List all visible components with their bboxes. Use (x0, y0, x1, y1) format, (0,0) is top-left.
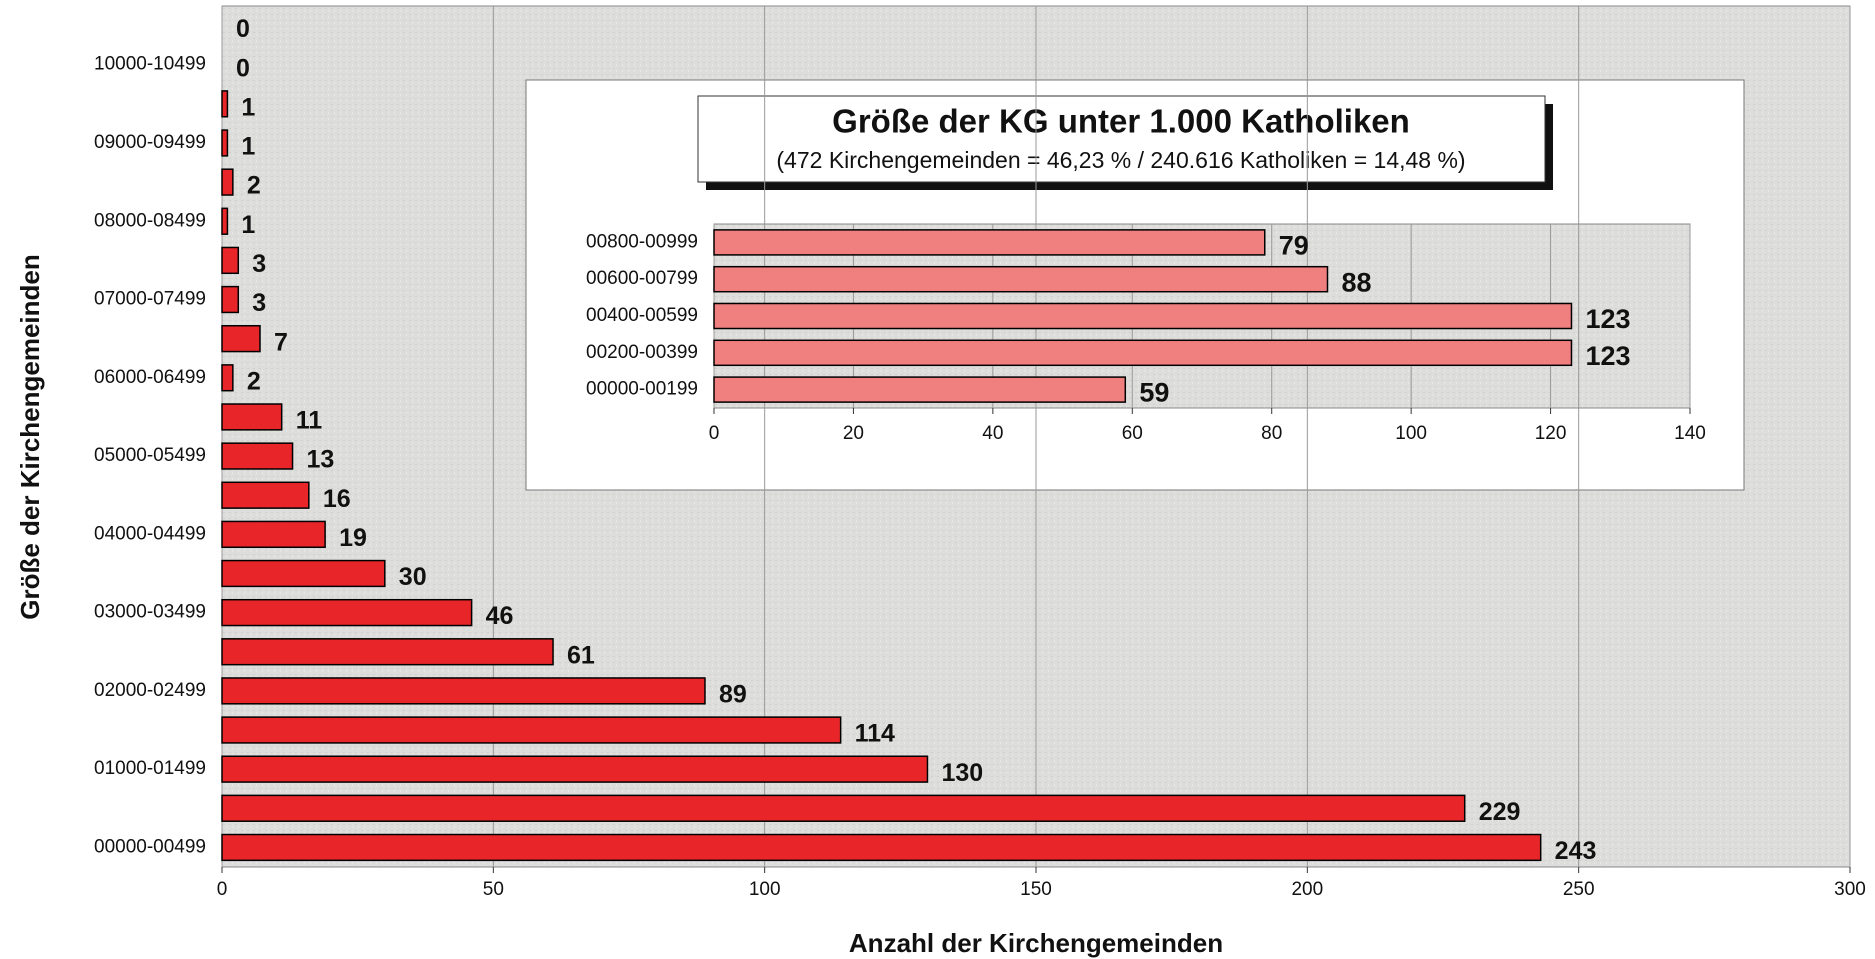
y-tick-label: 00800-00999 (586, 231, 698, 252)
bar (221, 677, 706, 705)
inset-title: Größe der KG unter 1.000 Katholiken (832, 103, 1410, 140)
value-label: 1 (241, 211, 255, 239)
y-tick-label: 07000-07499 (94, 289, 206, 310)
bar (221, 129, 229, 157)
x-tick-label: 0 (709, 423, 720, 444)
bar (221, 442, 294, 470)
bar (221, 324, 261, 353)
y-axis-label: Größe der Kirchengemeinden (15, 254, 45, 620)
bar (221, 364, 234, 392)
bar (713, 302, 1573, 330)
x-tick-label: 80 (1261, 423, 1282, 444)
x-tick-label: 150 (1020, 879, 1052, 900)
y-tick-label: 00000-00499 (94, 836, 206, 857)
y-tick-label: 00600-00799 (586, 268, 698, 289)
value-label: 3 (252, 289, 266, 317)
bar (713, 339, 1573, 367)
bar (221, 755, 929, 783)
value-label: 46 (486, 602, 514, 630)
y-tick-label: 08000-08499 (94, 210, 206, 231)
x-tick-label: 50 (483, 879, 504, 900)
value-label: 114 (855, 720, 895, 748)
bar (221, 90, 229, 118)
bar (221, 246, 240, 275)
value-label: 11 (296, 407, 323, 435)
value-label: 89 (719, 680, 747, 708)
bar (221, 168, 234, 196)
value-label: 1 (241, 133, 255, 161)
value-label: 229 (1479, 798, 1521, 826)
bar (221, 207, 229, 235)
x-tick-label: 40 (982, 423, 1003, 444)
bar (221, 598, 473, 627)
value-label: 13 (307, 446, 335, 474)
bar (221, 559, 386, 588)
y-tick-label: 03000-03499 (94, 602, 206, 623)
y-tick-label: 00000-00199 (586, 379, 698, 400)
value-label: 123 (1585, 304, 1630, 334)
x-tick-label: 200 (1291, 879, 1323, 900)
bar (713, 376, 1127, 403)
bar (221, 285, 240, 314)
value-label: 3 (252, 250, 266, 278)
value-label: 79 (1279, 231, 1309, 261)
x-tick-label: 300 (1834, 879, 1866, 900)
bar (221, 403, 283, 431)
value-label: 7 (274, 328, 288, 356)
value-label: 2 (247, 367, 261, 395)
x-tick-label: 20 (843, 423, 864, 444)
y-tick-label: 06000-06499 (94, 367, 206, 388)
x-tick-label: 100 (749, 879, 781, 900)
value-label: 88 (1341, 267, 1371, 297)
bar (221, 794, 1466, 822)
value-label: 1 (241, 93, 255, 121)
x-tick-label: 0 (217, 879, 228, 900)
y-tick-label: 00400-00599 (586, 305, 698, 326)
value-label: 30 (399, 563, 427, 591)
y-tick-label: 02000-02499 (94, 680, 206, 701)
x-tick-label: 140 (1674, 423, 1706, 444)
bar (713, 265, 1329, 293)
x-tick-label: 60 (1122, 423, 1143, 444)
y-tick-label: 05000-05499 (94, 445, 206, 466)
value-label: 0 (236, 15, 250, 43)
y-tick-label: 04000-04499 (94, 523, 206, 544)
bar (221, 638, 554, 666)
value-label: 61 (567, 641, 595, 669)
value-label: 130 (941, 759, 983, 787)
bar (221, 520, 326, 549)
bar (221, 833, 1542, 862)
value-label: 123 (1585, 341, 1630, 371)
bar (221, 716, 842, 744)
x-tick-label: 100 (1395, 423, 1427, 444)
x-axis-label: Anzahl der Kirchengemeinden (849, 928, 1223, 958)
value-label: 16 (323, 485, 351, 513)
value-label: 59 (1139, 378, 1169, 408)
x-tick-label: 250 (1563, 879, 1595, 900)
inset-subtitle: (472 Kirchengemeinden = 46,23 % / 240.61… (776, 147, 1465, 173)
x-tick-label: 120 (1535, 423, 1567, 444)
y-tick-label: 10000-10499 (94, 54, 206, 75)
bar (713, 229, 1266, 256)
y-tick-label: 01000-01499 (94, 758, 206, 779)
y-tick-label: 00200-00399 (586, 342, 698, 363)
value-label: 0 (236, 54, 250, 82)
value-label: 2 (247, 172, 261, 200)
bar (221, 481, 310, 509)
value-label: 19 (339, 524, 367, 552)
title-box (697, 95, 1546, 183)
y-tick-label: 09000-09499 (94, 132, 206, 153)
value-label: 243 (1555, 837, 1597, 865)
